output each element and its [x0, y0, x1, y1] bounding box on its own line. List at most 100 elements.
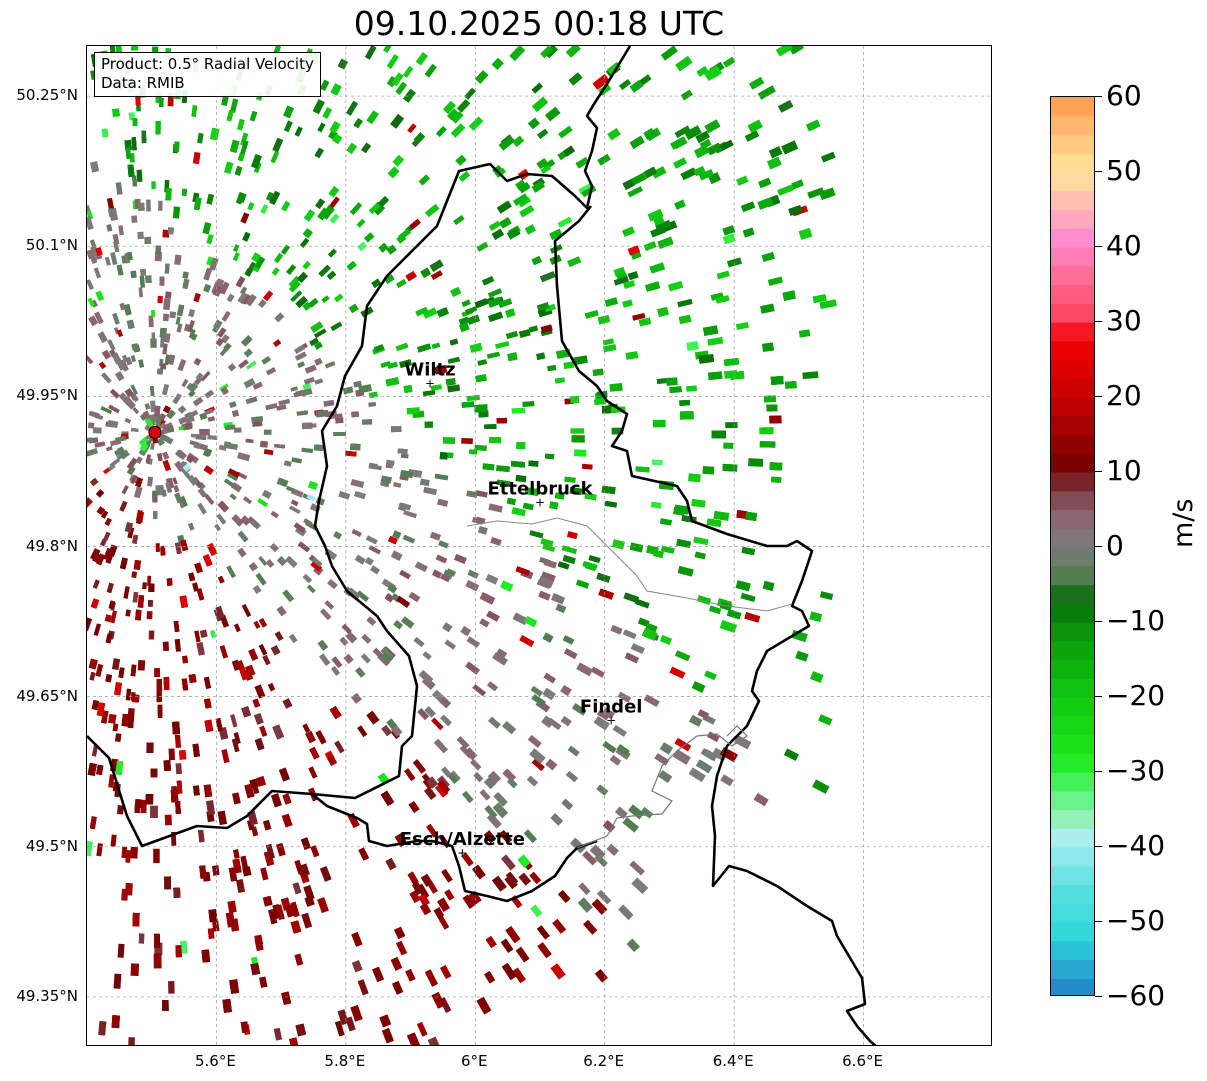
city-markers: Wiltz + Ettelbruck + Findel + Esch/Alzet… [400, 359, 643, 859]
colorbar-tick-label: −30 [1106, 754, 1166, 787]
colorbar-tick [1095, 171, 1102, 172]
colorbar-band [1051, 584, 1094, 604]
colorbar-band [1051, 715, 1094, 736]
france-border [311, 792, 598, 903]
colorbar-band [1051, 340, 1094, 361]
colorbar-tick-label: −10 [1106, 604, 1166, 637]
lat-tick-label: 50.25°N [16, 86, 78, 105]
luxembourg-east-border [553, 205, 877, 1045]
city-marker-icon: + [606, 714, 616, 728]
city-esch-alzette[interactable]: Esch/Alzette + [400, 829, 525, 860]
lon-tick-label: 5.6°E [195, 1052, 236, 1070]
colorbar-tick-label: 30 [1106, 304, 1142, 337]
colorbar-band [1051, 865, 1094, 886]
colorbar [1050, 96, 1095, 996]
city-label-esch-alzette: Esch/Alzette [400, 829, 525, 850]
colorbar-band [1051, 322, 1094, 342]
colorbar-band [1051, 209, 1094, 229]
colorbar-band [1051, 509, 1094, 529]
lon-tick-label: 6.2°E [583, 1052, 625, 1070]
colorbar-tick [1095, 471, 1102, 472]
colorbar-tick-label: 20 [1106, 379, 1142, 412]
colorbar-band [1051, 678, 1094, 698]
lat-tick-label: 49.35°N [16, 986, 78, 1005]
colorbar-band [1051, 303, 1094, 323]
colorbar-band [1051, 790, 1094, 811]
city-wiltz[interactable]: Wiltz + [404, 359, 455, 390]
canton-border [466, 517, 793, 612]
city-marker-icon: + [535, 495, 545, 509]
colorbar-band [1051, 903, 1094, 923]
colorbar-band [1051, 134, 1094, 154]
colorbar-tick-label: 0 [1106, 529, 1124, 562]
city-label-findel: Findel [580, 697, 643, 718]
luxembourg-border [87, 46, 632, 848]
colorbar-band [1051, 922, 1094, 942]
city-findel[interactable]: Findel + [580, 697, 643, 728]
colorbar-tick [1095, 996, 1102, 997]
colorbar-band [1051, 547, 1094, 567]
colorbar-tick [1095, 696, 1102, 697]
colorbar-band [1051, 622, 1094, 642]
germany-saar-border [576, 725, 748, 849]
lon-tick-label: 6.6°E [842, 1052, 883, 1070]
colorbar-band [1051, 603, 1094, 623]
city-ettelbruck[interactable]: Ettelbruck + [487, 478, 593, 509]
colorbar-band [1051, 490, 1094, 511]
lat-tick-label: 49.95°N [16, 386, 78, 405]
radar-site-marker[interactable] [148, 425, 162, 439]
colorbar-band [1051, 753, 1094, 773]
colorbar-band [1051, 415, 1094, 436]
city-label-wiltz: Wiltz [404, 359, 455, 380]
colorbar-band [1051, 172, 1094, 192]
colorbar-tick [1095, 846, 1102, 847]
product-info-box: Product: 0.5° Radial Velocity Data: RMIB [94, 52, 321, 97]
colorbar-tick [1095, 396, 1102, 397]
colorbar-tick [1095, 921, 1102, 922]
colorbar-band [1051, 190, 1094, 211]
colorbar-band [1051, 959, 1094, 979]
colorbar-tick-label: 40 [1106, 229, 1142, 262]
colorbar-band [1051, 772, 1094, 792]
colorbar-band [1051, 884, 1094, 904]
colorbar-band [1051, 228, 1094, 248]
radar-map-canvas: Wiltz + Ettelbruck + Findel + Esch/Alzet… [87, 46, 991, 1045]
colorbar-tick [1095, 96, 1102, 97]
colorbar-band [1051, 565, 1094, 586]
colorbar-band [1051, 940, 1094, 961]
colorbar-band [1051, 697, 1094, 717]
graticule-grid [87, 46, 991, 1045]
colorbar-bands [1051, 97, 1094, 995]
colorbar-tick [1095, 246, 1102, 247]
colorbar-band [1051, 472, 1094, 492]
colorbar-tick [1095, 621, 1102, 622]
colorbar-band [1051, 247, 1094, 267]
radar-map[interactable]: Wiltz + Ettelbruck + Findel + Esch/Alzet… [86, 45, 992, 1046]
colorbar-tick-label: 10 [1106, 454, 1142, 487]
lon-tick-label: 5.8°E [324, 1052, 366, 1070]
colorbar-band [1051, 434, 1094, 454]
lon-tick-label: 6.4°E [712, 1052, 754, 1070]
city-marker-icon: + [457, 846, 467, 860]
lat-tick-label: 49.5°N [25, 836, 78, 855]
lat-tick-label: 49.8°N [25, 536, 78, 555]
colorbar-band [1051, 153, 1094, 173]
country-borders [87, 46, 877, 1045]
colorbar-tick [1095, 771, 1102, 772]
radar-echo-layer [87, 46, 837, 1045]
colorbar-tick [1095, 321, 1102, 322]
colorbar-band [1051, 978, 1094, 995]
colorbar-tick-label: −20 [1106, 679, 1166, 712]
product-label: Product: 0.5° Radial Velocity [101, 55, 314, 73]
city-label-ettelbruck: Ettelbruck [487, 478, 593, 499]
colorbar-tick-label: 60 [1106, 79, 1142, 112]
colorbar-band [1051, 453, 1094, 473]
colorbar-band [1051, 847, 1094, 867]
colorbar-band [1051, 734, 1094, 754]
colorbar-tick-label: −50 [1106, 904, 1166, 937]
colorbar-band [1051, 528, 1094, 548]
colorbar-band [1051, 659, 1094, 679]
lat-tick-label: 49.65°N [16, 686, 78, 705]
colorbar-band [1051, 97, 1094, 117]
colorbar-tick-label: −60 [1106, 979, 1166, 1012]
